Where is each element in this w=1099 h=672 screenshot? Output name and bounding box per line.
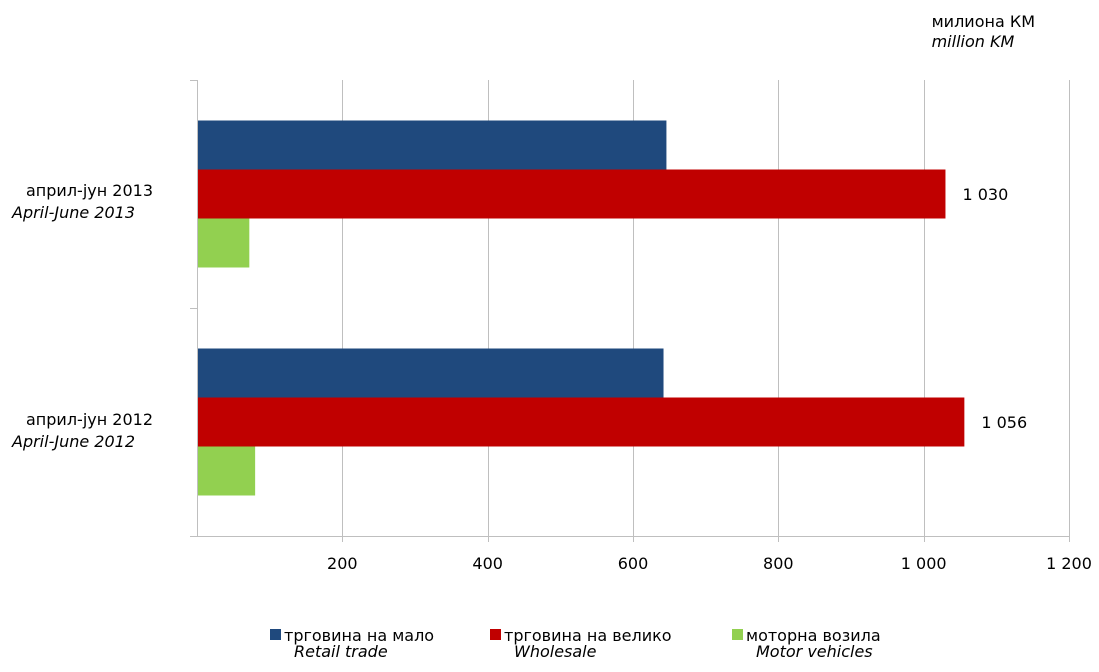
x-tick-label-4: 1 000 xyxy=(901,554,947,573)
data-labels: 1 030 1 056 xyxy=(962,185,1027,432)
legend: трговина на мало Retail trade трговина н… xyxy=(0,628,1099,672)
legend-label-wholesale: трговина на велико xyxy=(504,626,672,645)
legend-item-motor: моторна возила Motor vehicles xyxy=(732,628,881,660)
unit-label-english: million KM xyxy=(931,32,1015,51)
x-tick-label-5: 1 200 xyxy=(1046,554,1092,573)
x-tick-label-2: 600 xyxy=(618,554,649,573)
category-label-2012: април-јун 2012 April-June 2012 xyxy=(12,409,153,453)
legend-label-retail: трговина на мало xyxy=(284,626,435,645)
category-label-2013: април-јун 2013 April-June 2013 xyxy=(12,180,153,224)
legend-swatch-retail xyxy=(270,629,281,640)
legend-swatch-wholesale xyxy=(490,629,501,640)
unit-label-local: милиона КМ xyxy=(931,12,1035,31)
category-label-2012-english: April-June 2012 xyxy=(12,432,135,451)
bar-retail-0 xyxy=(197,120,667,170)
x-tick-labels: 200 400 600 800 1 000 1 200 xyxy=(327,554,1092,573)
bar-wholesale-0 xyxy=(197,169,946,219)
category-label-2012-local: април-јун 2012 xyxy=(26,410,153,429)
bar-retail-1 xyxy=(197,348,664,398)
bars xyxy=(197,120,965,496)
x-tick-label-0: 200 xyxy=(327,554,358,573)
data-label-wholesale-1: 1 056 xyxy=(981,413,1027,432)
legend-item-wholesale: трговина на велико Wholesale xyxy=(490,628,672,660)
unit-label: милиона КМ million KM xyxy=(932,12,1035,52)
legend-item-retail: трговина на мало Retail trade xyxy=(270,628,434,660)
legend-label-retail-english: Retail trade xyxy=(294,642,388,661)
bar-wholesale-1 xyxy=(197,397,965,447)
legend-label-motor: моторна возила xyxy=(746,626,881,645)
x-tick-label-3: 800 xyxy=(763,554,794,573)
x-tick-label-1: 400 xyxy=(472,554,503,573)
category-label-2013-english: April-June 2013 xyxy=(12,203,135,222)
legend-swatch-motor xyxy=(732,629,743,640)
bar-motor-1 xyxy=(197,446,256,496)
bar-motor-0 xyxy=(197,218,250,268)
legend-label-wholesale-english: Wholesale xyxy=(514,642,597,661)
legend-label-motor-english: Motor vehicles xyxy=(756,642,873,661)
category-label-2013-local: април-јун 2013 xyxy=(26,181,153,200)
data-label-wholesale-0: 1 030 xyxy=(962,185,1008,204)
axes xyxy=(190,80,1069,537)
